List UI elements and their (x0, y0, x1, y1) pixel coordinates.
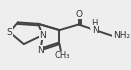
Text: N: N (92, 26, 99, 35)
Text: CH₃: CH₃ (54, 52, 70, 60)
Text: N: N (37, 46, 44, 55)
Text: NH₂: NH₂ (113, 31, 130, 40)
Text: N: N (39, 31, 46, 39)
Text: H: H (91, 19, 97, 28)
Text: S: S (7, 28, 12, 37)
Text: O: O (75, 10, 82, 18)
